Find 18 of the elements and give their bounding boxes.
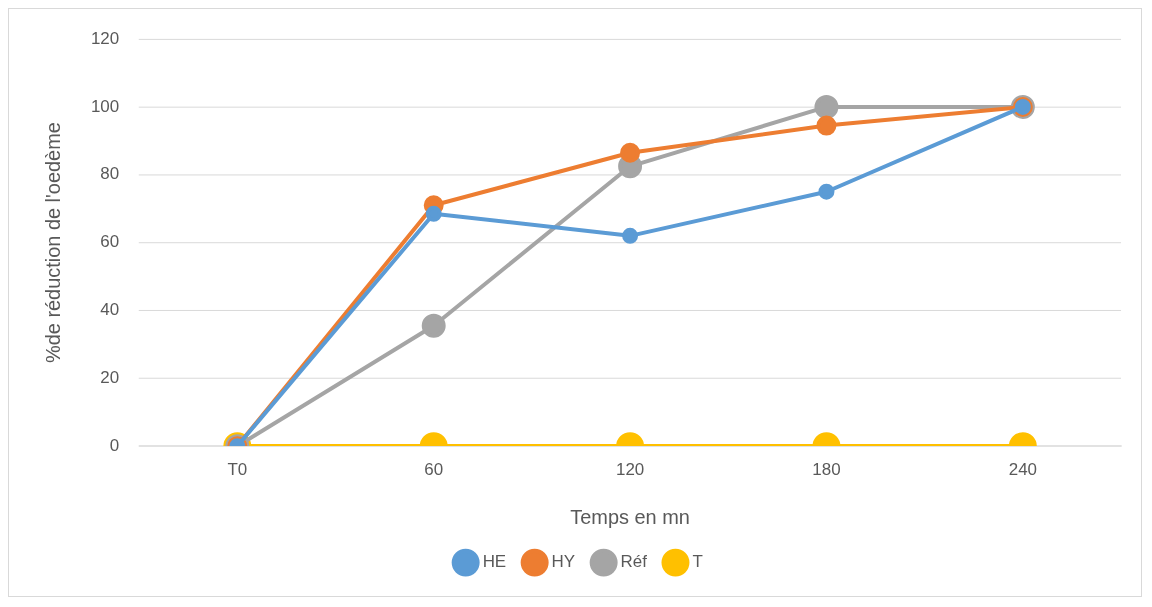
y-tick-label: 60 — [100, 232, 120, 252]
y-tick-label: 20 — [100, 367, 120, 387]
y-tick-label: 0 — [109, 435, 120, 455]
legend-label: HE — [482, 552, 507, 572]
x-tick-label: T0 — [227, 459, 248, 479]
x-tick-label: 120 — [615, 459, 645, 479]
y-tick-label: 120 — [90, 28, 120, 48]
y-tick-label: 100 — [90, 96, 120, 116]
y-tick-label: 40 — [100, 300, 120, 320]
y-tick-label: 80 — [100, 164, 120, 184]
x-tick-label: 240 — [1008, 459, 1037, 479]
legend-label: T — [692, 552, 703, 572]
x-tick-label: 60 — [424, 459, 444, 479]
legend-label: Réf — [620, 552, 648, 572]
x-tick-label: 180 — [812, 459, 841, 479]
x-axis-title: Temps en mn — [570, 505, 690, 528]
y-axis-title: %de réduction de l'oedème — [42, 122, 65, 364]
legend-label: HY — [551, 552, 576, 572]
